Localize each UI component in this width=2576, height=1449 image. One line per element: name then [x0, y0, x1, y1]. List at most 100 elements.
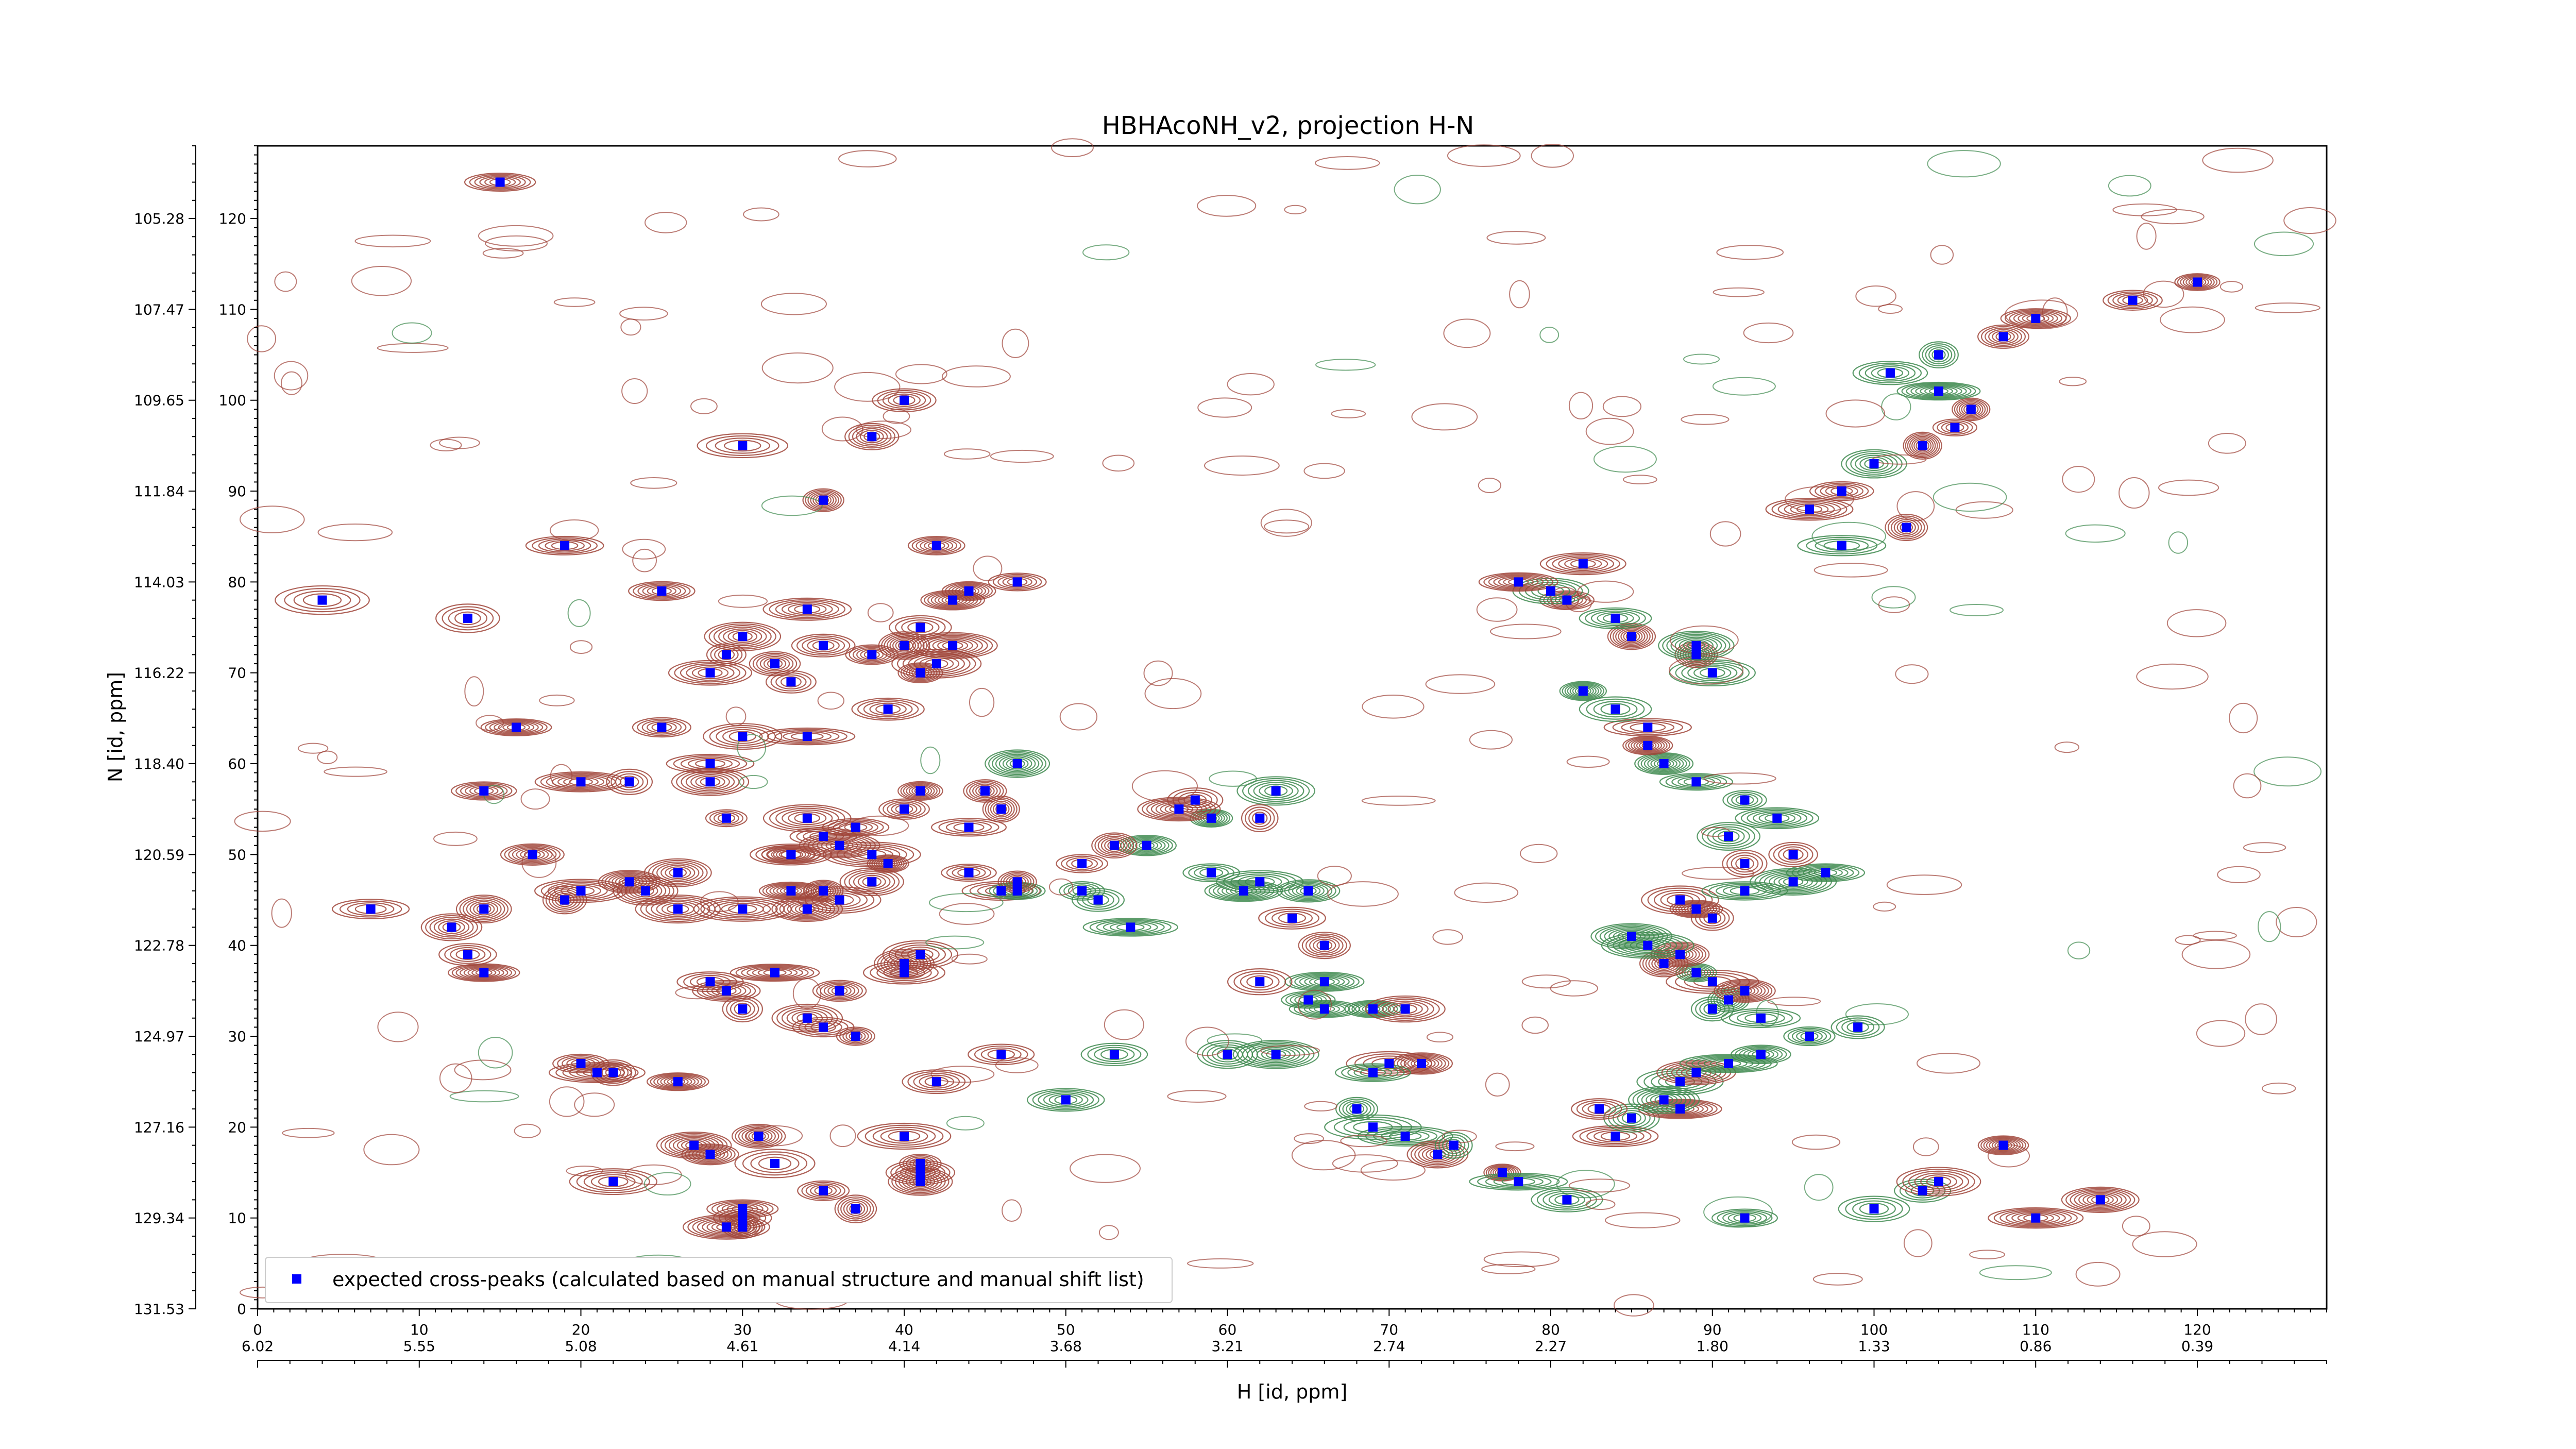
cross-peak-point — [1611, 704, 1620, 714]
cross-peak-point — [721, 813, 731, 823]
contour-ring — [1382, 1000, 1429, 1018]
contour-ring — [1643, 755, 1684, 772]
noise-contour — [2067, 941, 2091, 959]
cross-peak-point — [1934, 350, 1943, 360]
contour-ring — [924, 591, 982, 610]
contour-ring — [1735, 1046, 1787, 1063]
y-index-tick-label: 10 — [228, 1210, 246, 1227]
cross-peak-point — [964, 822, 974, 832]
contour-ring — [1546, 553, 1620, 574]
contour-ring — [990, 800, 1012, 818]
noise-contour — [2229, 702, 2258, 734]
cross-peak-point — [2193, 277, 2202, 287]
noise-contour — [324, 766, 387, 777]
contour-ring — [1888, 515, 1925, 540]
noise-contour — [1104, 1009, 1144, 1040]
y-index-tick-label: 0 — [237, 1301, 246, 1318]
contour-ring — [922, 636, 983, 655]
cross-peak-point — [900, 968, 909, 978]
contour-ring — [1621, 721, 1675, 734]
noise-contour — [439, 1063, 472, 1093]
contour-ring — [1838, 1195, 1910, 1222]
contour-ring — [1104, 839, 1125, 852]
contour-ring — [1911, 437, 1934, 454]
y-index-tick-label: 70 — [228, 665, 246, 682]
noise-contour — [1622, 475, 1657, 484]
cross-peak-point — [1611, 1132, 1620, 1141]
x-ppm-tick-label: 5.08 — [565, 1338, 597, 1355]
contour-ring — [2177, 274, 2218, 291]
cross-peak-point — [900, 804, 909, 814]
contour-ring — [886, 635, 922, 656]
noise-contour — [520, 788, 550, 810]
contour-ring — [554, 883, 608, 899]
cross-peak-point — [1626, 932, 1636, 941]
noise-contour — [1317, 866, 1352, 886]
x-ppm-tick-label: 1.33 — [1858, 1338, 1890, 1355]
cross-peak-point — [721, 986, 731, 996]
contour-ring — [727, 630, 758, 643]
contour-ring — [347, 902, 395, 916]
noise-contour — [354, 234, 431, 248]
contour-ring — [1558, 557, 1608, 571]
contour-ring — [1309, 937, 1340, 954]
contour-ring — [1246, 975, 1274, 988]
contour-ring — [860, 649, 884, 660]
contour-ring — [485, 719, 548, 736]
contour-ring — [2065, 1188, 2136, 1212]
contour-ring — [1620, 629, 1643, 644]
contour-ring — [1752, 811, 1802, 825]
contour-ring — [1603, 1103, 1660, 1133]
contour-ring — [601, 871, 658, 893]
noise-contour — [1167, 1090, 1227, 1103]
contour-ring — [1387, 1002, 1423, 1016]
contour-ring — [775, 600, 839, 618]
contour-ring — [1213, 882, 1275, 900]
noise-contour — [1509, 280, 1530, 309]
noise-contour — [1442, 1130, 1477, 1143]
cross-peak-point — [1707, 913, 1717, 923]
contour-ring — [1579, 1126, 1652, 1146]
noise-contour — [725, 706, 747, 727]
contour-ring — [1702, 824, 1755, 849]
contour-ring — [872, 388, 937, 412]
contour-ring — [1194, 866, 1229, 879]
contour-ring — [680, 756, 740, 771]
noise-contour — [476, 715, 504, 731]
contour-ring — [1418, 1145, 1458, 1164]
cross-peak-point — [721, 1222, 731, 1232]
contour-ring — [548, 1062, 646, 1083]
contour-ring — [1301, 933, 1347, 957]
contour-ring — [1722, 790, 1767, 810]
contour-ring — [938, 819, 999, 835]
noise-contour — [567, 599, 591, 627]
contour-ring — [995, 753, 1040, 774]
contour-ring — [804, 1020, 842, 1034]
contour-ring — [891, 803, 918, 816]
noise-contour — [2141, 209, 2205, 225]
contour-layer — [234, 138, 2336, 1317]
cross-peak-point — [1659, 959, 1669, 968]
contour-ring — [756, 654, 794, 673]
cross-peak-point — [1207, 868, 1216, 878]
cross-peak-point — [1869, 1204, 1879, 1214]
contour-ring — [1617, 1110, 1646, 1126]
noise-contour — [2132, 1231, 2197, 1257]
cross-peak-point — [900, 395, 909, 405]
contour-ring — [1899, 1181, 1946, 1201]
contour-ring — [1032, 1089, 1099, 1110]
contour-ring — [1294, 973, 1355, 990]
contour-ring — [805, 490, 842, 511]
contour-ring — [808, 882, 839, 900]
contour-ring — [883, 800, 926, 818]
contour-ring — [1002, 756, 1032, 771]
contour-ring — [433, 918, 470, 936]
contour-ring — [1446, 1139, 1462, 1152]
cross-peak-point — [802, 904, 812, 914]
y-ppm-tick-label: 124.97 — [134, 1028, 184, 1045]
contour-ring — [843, 1200, 868, 1218]
contour-ring — [1845, 1198, 1903, 1220]
contour-ring — [635, 895, 721, 924]
cross-peak-point — [948, 595, 958, 605]
